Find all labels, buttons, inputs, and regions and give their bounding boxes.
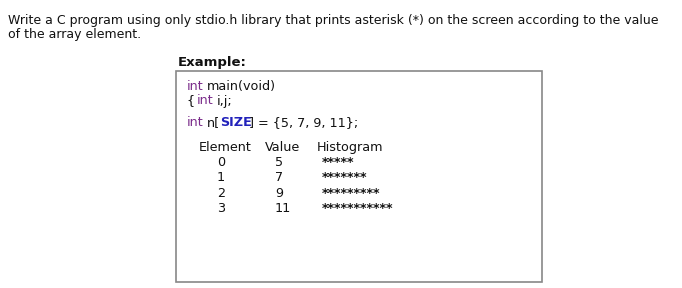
Text: n[: n[	[207, 116, 220, 129]
Text: 7: 7	[275, 171, 283, 184]
Text: ] = {5, 7, 9, 11};: ] = {5, 7, 9, 11};	[249, 116, 358, 129]
Text: 9: 9	[275, 187, 283, 200]
Text: *********: *********	[322, 187, 381, 200]
Text: i,j;: i,j;	[217, 94, 233, 107]
Text: main(void): main(void)	[207, 80, 276, 93]
Text: of the array element.: of the array element.	[8, 28, 141, 41]
Text: Element: Element	[199, 141, 252, 154]
Text: int: int	[187, 116, 204, 129]
Text: *****: *****	[322, 156, 355, 169]
Text: 0: 0	[217, 156, 225, 169]
Text: 2: 2	[217, 187, 225, 200]
Text: 5: 5	[275, 156, 283, 169]
Text: Write a C program using only stdio.h library that prints asterisk (*) on the scr: Write a C program using only stdio.h lib…	[8, 14, 659, 27]
Text: int: int	[187, 80, 204, 93]
Text: 11: 11	[275, 202, 291, 215]
Text: ***********: ***********	[322, 202, 394, 215]
Bar	[176, 71, 542, 282]
Text: Histogram: Histogram	[317, 141, 383, 154]
Text: 3: 3	[217, 202, 225, 215]
Text: SIZE: SIZE	[220, 116, 252, 129]
Text: *******: *******	[322, 171, 368, 184]
Text: Value: Value	[265, 141, 300, 154]
Text: int: int	[197, 94, 213, 107]
Text: 1: 1	[217, 171, 225, 184]
Text: Example:: Example:	[178, 56, 247, 69]
Text: {: {	[187, 94, 199, 107]
